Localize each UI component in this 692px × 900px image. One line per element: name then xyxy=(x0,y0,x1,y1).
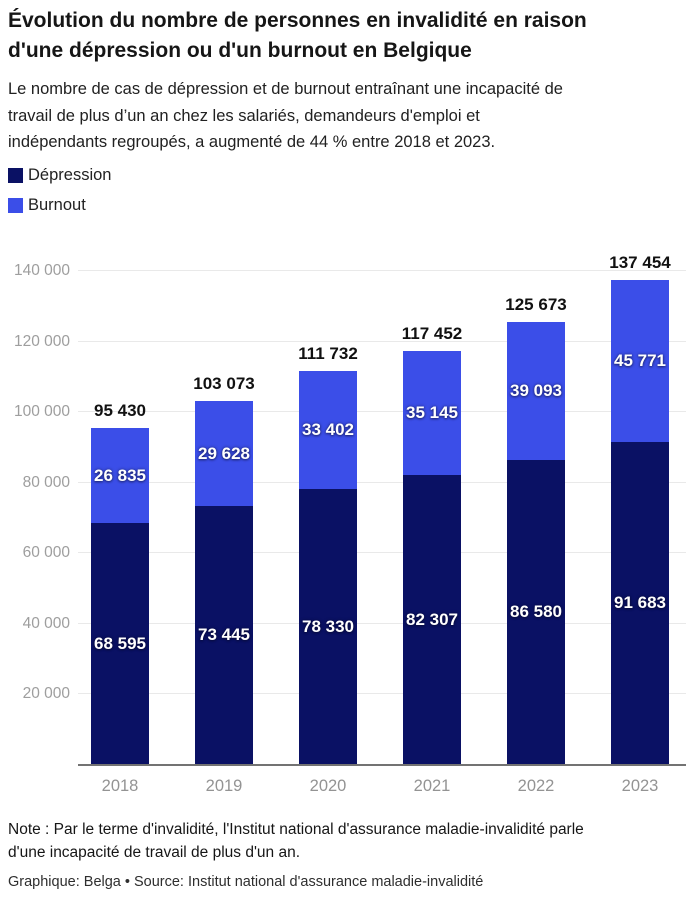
y-tick-label-120000: 120 000 xyxy=(13,332,70,350)
value-label-depression-2020: 78 330 xyxy=(302,616,354,636)
total-label-2018: 95 430 xyxy=(94,401,146,421)
plot-area: 68 595 26 835 95 430 73 445 29 628 103 073 78 … xyxy=(78,253,686,766)
y-tick-label-100000: 100 000 xyxy=(13,403,70,421)
value-label-depression-2018: 68 595 xyxy=(94,633,146,653)
chart-note: Note : Par le terme d'invalidité, l'Inst… xyxy=(8,821,584,862)
total-label-2019: 103 073 xyxy=(193,374,255,394)
gridline-120000 xyxy=(78,340,686,342)
total-label-2022: 125 673 xyxy=(505,294,567,314)
x-tick-label-2019: 2019 xyxy=(205,777,243,795)
y-tick-label-40000: 40 000 xyxy=(22,614,70,632)
gridline-140000 xyxy=(78,270,686,271)
y-tick-label-60000: 60 000 xyxy=(22,544,70,562)
x-tick-label-2021: 2021 xyxy=(413,777,451,795)
gridline-40000 xyxy=(78,622,686,624)
bar-segment-depression-2019[interactable]: 73 445 xyxy=(195,505,253,765)
legend-label-burnout: Burnout xyxy=(28,196,86,214)
value-label-burnout-2022: 39 093 xyxy=(510,380,562,400)
bar-2023[interactable]: 91 683 45 771 137 454 xyxy=(609,253,671,765)
bar-segment-burnout-2022[interactable]: 39 093 xyxy=(507,321,565,460)
legend-item-depression: Dépression xyxy=(8,166,111,185)
depression-swatch-icon xyxy=(8,168,23,183)
value-label-burnout-2018: 26 835 xyxy=(94,465,146,485)
stacked-bar-chart: 68 595 26 835 95 430 73 445 29 628 103 073 78 … xyxy=(0,240,692,810)
bar-segment-depression-2020[interactable]: 78 330 xyxy=(299,488,357,765)
bar-segment-burnout-2020[interactable]: 33 402 xyxy=(299,370,357,489)
y-tick-label-80000: 80 000 xyxy=(22,473,70,491)
legend-item-burnout: Burnout xyxy=(8,196,111,215)
gridline-60000 xyxy=(78,552,686,554)
bar-segment-burnout-2021[interactable]: 35 145 xyxy=(403,350,461,475)
chart-subtitle: Le nombre de cas de dépression et de bur… xyxy=(8,80,563,152)
x-axis-line xyxy=(78,764,686,766)
y-tick-label-140000: 140 000 xyxy=(13,262,70,279)
bar-2022[interactable]: 86 580 39 093 125 673 xyxy=(505,295,567,765)
x-tick-label-2023: 2023 xyxy=(621,777,659,795)
value-label-depression-2023: 91 683 xyxy=(614,593,666,613)
gridline-100000 xyxy=(78,411,686,413)
bar-segment-depression-2022[interactable]: 86 580 xyxy=(507,459,565,765)
legend: Dépression Burnout xyxy=(8,166,111,215)
bar-segment-depression-2023[interactable]: 91 683 xyxy=(611,441,669,765)
legend-label-depression: Dépression xyxy=(28,166,112,184)
gridline-80000 xyxy=(78,481,686,483)
bar-segment-depression-2018[interactable]: 68 595 xyxy=(91,522,149,765)
x-tick-label-2020: 2020 xyxy=(309,777,347,795)
value-label-depression-2019: 73 445 xyxy=(198,625,250,645)
gridline-20000 xyxy=(78,693,686,695)
total-label-2021: 117 452 xyxy=(401,323,463,343)
x-tick-label-2022: 2022 xyxy=(517,777,555,795)
bar-2020[interactable]: 78 330 33 402 111 732 xyxy=(298,344,358,765)
burnout-swatch-icon xyxy=(8,198,23,213)
value-label-burnout-2020: 33 402 xyxy=(302,419,354,439)
value-label-burnout-2021: 35 145 xyxy=(406,402,458,422)
chart-credit: Graphique: Belga • Source: Institut nati… xyxy=(8,874,484,890)
value-label-depression-2021: 82 307 xyxy=(406,609,458,629)
total-label-2023: 137 454 xyxy=(609,252,671,272)
bar-segment-burnout-2019[interactable]: 29 628 xyxy=(195,401,253,506)
x-tick-label-2018: 2018 xyxy=(101,777,139,795)
value-label-depression-2022: 86 580 xyxy=(510,602,562,622)
chart-title: Évolution du nombre de personnes en inva… xyxy=(8,9,587,62)
y-tick-label-20000: 20 000 xyxy=(22,685,70,703)
total-label-2020: 111 732 xyxy=(298,343,358,363)
bar-2019[interactable]: 73 445 29 628 103 073 xyxy=(193,374,255,765)
bar-segment-burnout-2023[interactable]: 45 771 xyxy=(611,280,669,442)
bar-segment-burnout-2018[interactable]: 26 835 xyxy=(91,428,149,523)
value-label-burnout-2019: 29 628 xyxy=(198,443,250,463)
bar-2021[interactable]: 82 307 35 145 117 452 xyxy=(402,324,462,765)
value-label-burnout-2023: 45 771 xyxy=(614,350,666,370)
bar-segment-depression-2021[interactable]: 82 307 xyxy=(403,474,461,765)
bar-2018[interactable]: 68 595 26 835 95 430 xyxy=(91,401,149,765)
